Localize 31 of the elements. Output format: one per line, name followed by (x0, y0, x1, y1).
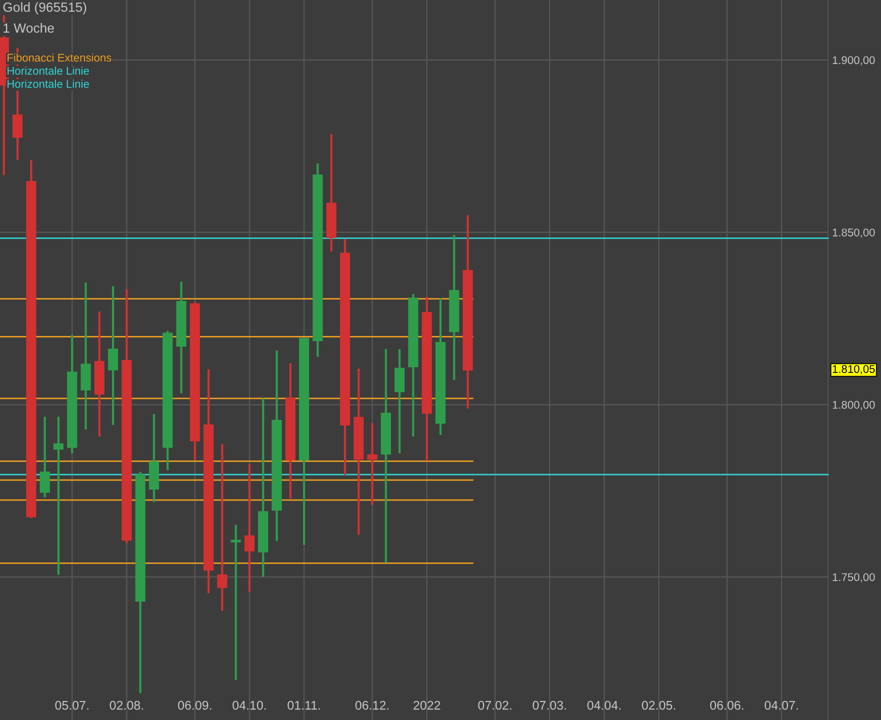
x-tick-label: 07.03. (532, 700, 566, 710)
x-tick-label: 04.10. (232, 700, 266, 710)
y-tick-label: 1.850,00 (832, 228, 875, 238)
x-tick-label: 06.12. (355, 700, 389, 710)
candlestick (394, 348, 405, 454)
x-tick-label: 02.08. (110, 700, 143, 710)
candlestick (108, 285, 118, 426)
chart-title: Gold (965515) (3, 2, 86, 14)
ref-line-label: Horizontale Linie (8, 80, 89, 88)
x-tick-label: 05.07. (55, 700, 88, 710)
x-tick-label: 06.06. (710, 700, 744, 710)
text: 1 Woche (4, 23, 54, 33)
x-tick-label: 04.07. (764, 700, 798, 710)
candlestick (40, 416, 50, 498)
y-tick-label: 1.900,00 (832, 56, 875, 66)
candlestick (244, 463, 255, 593)
x-tick-label: 02.05. (642, 700, 676, 710)
candlestick (367, 422, 378, 506)
annotation: 1.810,05 (832, 365, 875, 374)
y-tick-label: 1.750,00 (832, 573, 875, 582)
candlestick (53, 416, 64, 576)
ref-line-label: Horizontale Linie (8, 66, 89, 75)
y-tick-label: 1.800,00 (832, 400, 875, 410)
x-tick-label: 04.04. (587, 700, 620, 710)
x-tick-label: 06.09. (178, 700, 212, 710)
x-tick-label: 01.11. (288, 700, 320, 710)
x-tick-label: 2022 (414, 700, 440, 710)
ref-line-label: Fibonacci Extensions (8, 53, 112, 62)
candlestick (217, 442, 228, 612)
x-tick-label: 07.02. (478, 700, 512, 710)
candlestick (230, 524, 241, 682)
